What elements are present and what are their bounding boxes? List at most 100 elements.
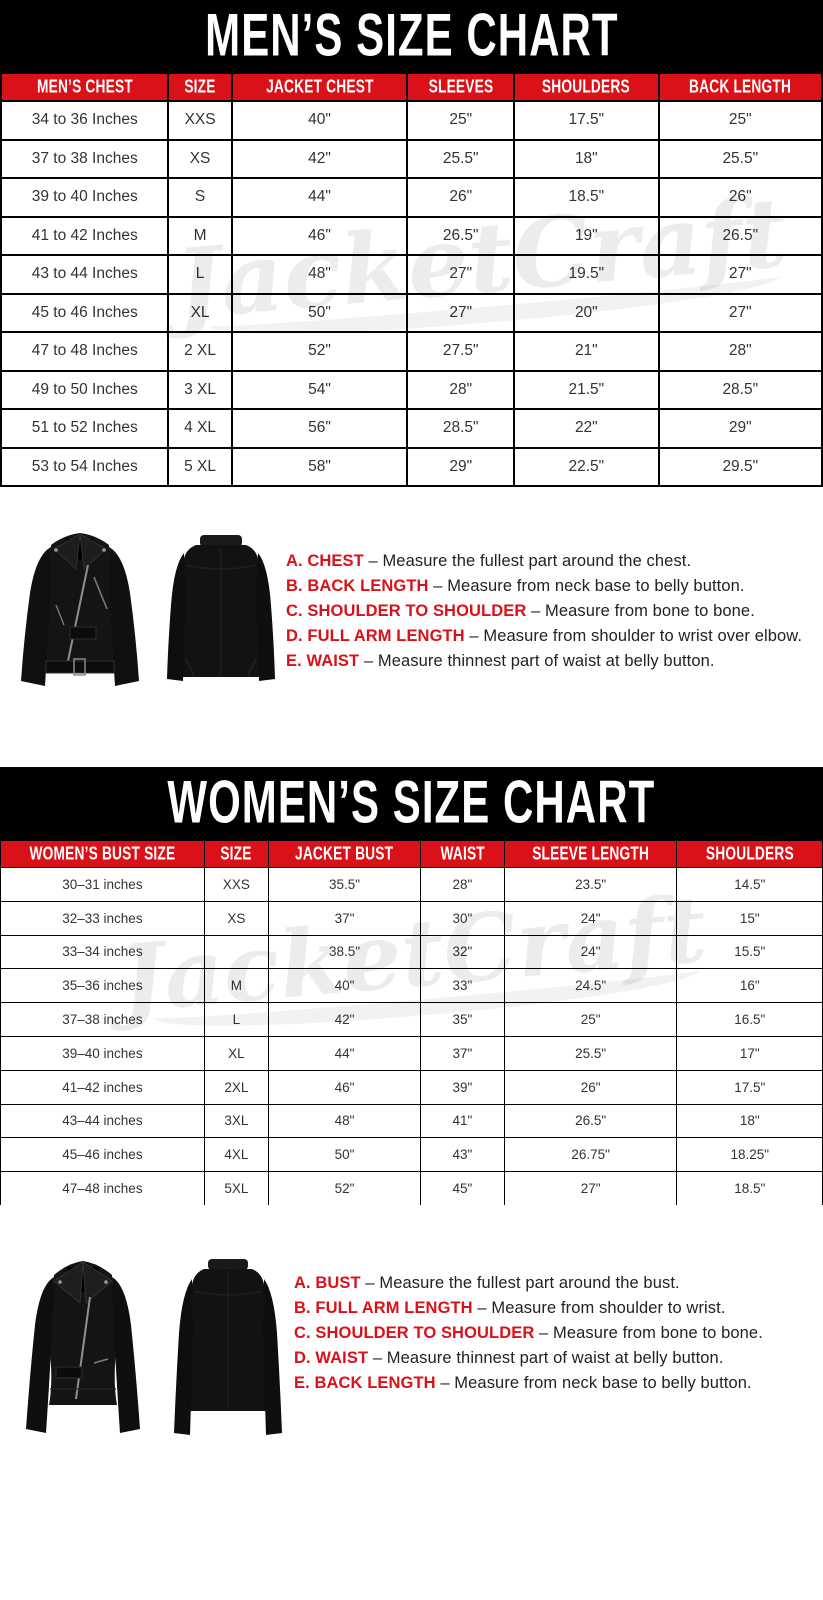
womens-title: WOMEN’S SIZE CHART bbox=[167, 769, 656, 836]
size-row: 51 to 52 Inches 4 XL 56" 28.5" 22" 29" bbox=[0, 408, 823, 449]
size-cell: 5 XL bbox=[167, 446, 233, 487]
mens-header-row: MEN’S CHEST SIZE JACKET CHEST SLEEVES SHOULD… bbox=[0, 72, 823, 102]
column-header-cell: SLEEVE LENGTH bbox=[503, 840, 678, 868]
size-cell: 43 to 44 Inches bbox=[0, 254, 170, 295]
size-cell: 17.5" bbox=[676, 1069, 823, 1105]
size-row: 47 to 48 Inches 2 XL 52" 27.5" 21" 28" bbox=[0, 331, 823, 372]
size-cell: 43" bbox=[420, 1137, 505, 1173]
size-cell: 37 to 38 Inches bbox=[0, 138, 170, 179]
size-cell: 18" bbox=[676, 1103, 823, 1139]
size-cell: 21" bbox=[513, 331, 660, 372]
size-cell: 3 XL bbox=[167, 369, 233, 410]
size-cell: 28" bbox=[420, 867, 505, 902]
column-header-cell: SLEEVES bbox=[406, 72, 516, 102]
guide-line: B. BACK LENGTH – Measure from neck base … bbox=[286, 574, 817, 599]
size-cell: XS bbox=[167, 138, 233, 179]
mens-jacket-front-image bbox=[21, 533, 139, 686]
size-cell: S bbox=[167, 177, 233, 218]
size-cell: 45" bbox=[420, 1171, 505, 1205]
column-header-cell: MEN’S CHEST bbox=[0, 72, 170, 102]
guide-line: E. BACK LENGTH – Measure from neck base … bbox=[294, 1371, 817, 1396]
size-cell: 29" bbox=[406, 446, 516, 487]
size-cell: 41 to 42 Inches bbox=[0, 215, 170, 256]
size-cell: 25" bbox=[503, 1002, 678, 1037]
womens-table-wrap: JacketCraft WOMEN’S BUST SIZE SIZE JACKET … bbox=[0, 840, 823, 1205]
size-cell: 21.5" bbox=[513, 369, 660, 410]
size-cell: 26" bbox=[657, 177, 823, 218]
size-cell: 58" bbox=[230, 446, 409, 487]
size-cell: 26.5" bbox=[657, 215, 823, 256]
size-row: 37 to 38 Inches XS 42" 25.5" 18" 25.5" bbox=[0, 138, 823, 179]
size-cell: L bbox=[167, 254, 233, 295]
size-cell: 29.5" bbox=[657, 446, 823, 487]
size-cell: L bbox=[203, 1002, 269, 1037]
size-cell: 29" bbox=[657, 408, 823, 449]
size-cell: 27" bbox=[406, 292, 516, 333]
guide-text: – Measure from shoulder to wrist over el… bbox=[464, 627, 803, 645]
size-cell: 24.5" bbox=[503, 968, 678, 1004]
womens-jacket-images bbox=[0, 1233, 294, 1463]
size-cell: 28" bbox=[657, 331, 823, 372]
size-cell: 15.5" bbox=[676, 934, 823, 970]
guide-line: E. WAIST – Measure thinnest part of wais… bbox=[286, 649, 817, 674]
size-cell: XL bbox=[203, 1035, 269, 1071]
size-cell: 24" bbox=[503, 934, 678, 970]
column-header-label: JACKET BUST bbox=[295, 842, 394, 864]
guide-text: – Measure from neck base to belly button… bbox=[435, 1373, 752, 1392]
size-cell: 33" bbox=[420, 968, 505, 1004]
size-cell: 41" bbox=[420, 1103, 505, 1139]
size-cell: M bbox=[203, 968, 269, 1004]
size-cell: 51 to 52 Inches bbox=[0, 408, 170, 449]
size-row: 39 to 40 Inches S 44" 26" 18.5" 26" bbox=[0, 177, 823, 218]
womens-size-table: WOMEN’S BUST SIZE SIZE JACKET BUST WAIST SLE… bbox=[0, 840, 823, 1205]
size-cell: 50" bbox=[230, 292, 409, 333]
size-cell: 39–40 inches bbox=[0, 1035, 205, 1071]
size-row: 49 to 50 Inches 3 XL 54" 28" 21.5" 28.5" bbox=[0, 369, 823, 410]
size-cell: 18.25" bbox=[676, 1137, 823, 1173]
size-cell: 27" bbox=[657, 254, 823, 295]
size-cell: 25" bbox=[406, 100, 516, 141]
size-cell: 15" bbox=[676, 900, 823, 936]
guide-label: A. CHEST bbox=[286, 552, 364, 570]
size-cell bbox=[203, 934, 269, 970]
column-header-cell: BACK LENGTH bbox=[657, 72, 823, 102]
column-header-label: MEN’S CHEST bbox=[36, 75, 133, 97]
size-cell: 27.5" bbox=[406, 331, 516, 372]
size-cell: 42" bbox=[230, 138, 409, 179]
column-header-label: BACK LENGTH bbox=[689, 75, 792, 97]
size-cell: 14.5" bbox=[676, 867, 823, 902]
size-cell: 17.5" bbox=[513, 100, 660, 141]
size-cell: 22.5" bbox=[513, 446, 660, 487]
size-cell: 20" bbox=[513, 292, 660, 333]
size-cell: 5XL bbox=[203, 1171, 269, 1205]
size-cell: 4 XL bbox=[167, 408, 233, 449]
size-cell: 16" bbox=[676, 968, 823, 1004]
mens-measure-section: A. CHEST – Measure the fullest part arou… bbox=[0, 487, 823, 767]
size-cell: 18.5" bbox=[513, 177, 660, 218]
guide-label: A. BUST bbox=[294, 1273, 361, 1292]
size-cell: 2 XL bbox=[167, 331, 233, 372]
size-cell: 18.5" bbox=[676, 1171, 823, 1205]
size-row: 41–42 inches 2XL 46" 39" 26" 17.5" bbox=[0, 1069, 823, 1105]
guide-text: – Measure the fullest part around the ch… bbox=[363, 552, 692, 570]
size-cell: 26.75" bbox=[503, 1137, 678, 1173]
size-cell: 23.5" bbox=[503, 867, 678, 902]
size-cell: 35" bbox=[420, 1002, 505, 1037]
size-cell: 26.5" bbox=[406, 215, 516, 256]
size-cell: 2XL bbox=[203, 1069, 269, 1105]
size-cell: 56" bbox=[230, 408, 409, 449]
guide-label: B. BACK LENGTH bbox=[286, 577, 429, 595]
size-row: 35–36 inches M 40" 33" 24.5" 16" bbox=[0, 968, 823, 1004]
column-header-cell: SIZE bbox=[167, 72, 233, 102]
size-cell: 45 to 46 Inches bbox=[0, 292, 170, 333]
size-cell: 54" bbox=[230, 369, 409, 410]
size-cell: 53 to 54 Inches bbox=[0, 446, 170, 487]
size-cell: 26" bbox=[503, 1069, 678, 1105]
size-cell: 28" bbox=[406, 369, 516, 410]
size-cell: 32" bbox=[420, 934, 505, 970]
size-cell: 44" bbox=[230, 177, 409, 218]
size-row: 39–40 inches XL 44" 37" 25.5" 17" bbox=[0, 1035, 823, 1071]
guide-text: – Measure from neck base to belly button… bbox=[428, 577, 745, 595]
column-header-label: WAIST bbox=[440, 842, 485, 864]
size-row: 32–33 inches XS 37" 30" 24" 15" bbox=[0, 900, 823, 936]
